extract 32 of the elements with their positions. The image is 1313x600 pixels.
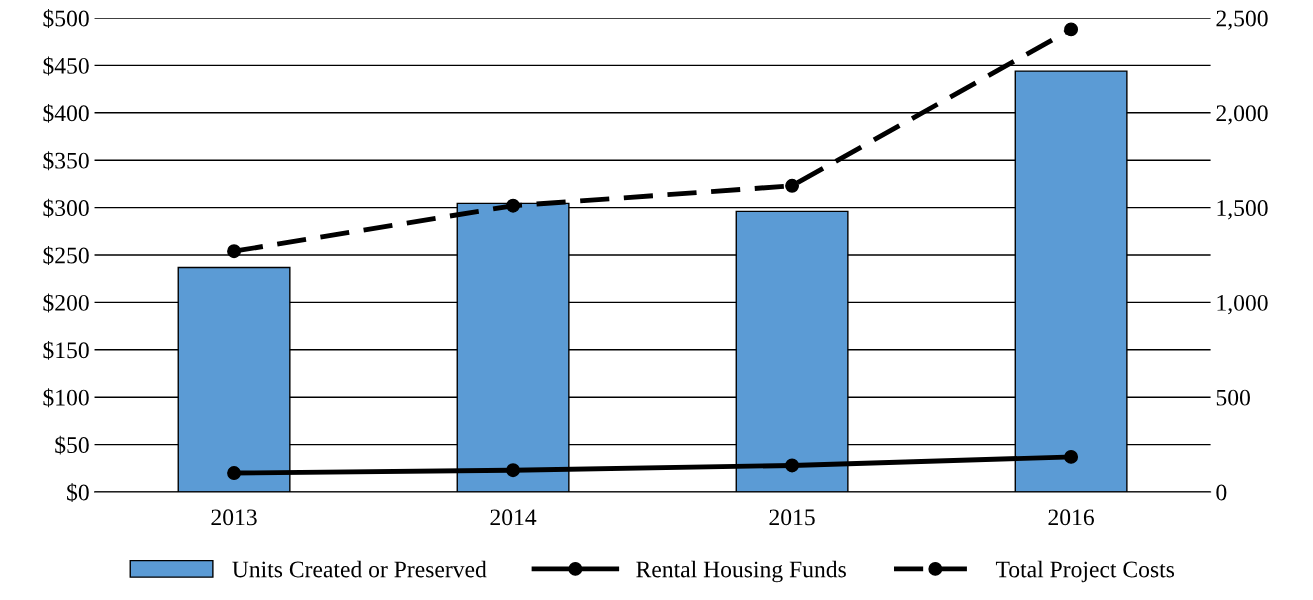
y2-tick-label: 1,000 xyxy=(1217,294,1268,315)
x-tick-label: 2016 xyxy=(1048,509,1094,526)
y-tick-label: $50 xyxy=(55,435,89,455)
legend-label: Rental Housing Funds xyxy=(636,560,846,583)
point xyxy=(506,198,520,213)
y2-tick-label: 1,500 xyxy=(1217,200,1268,220)
point xyxy=(785,458,800,473)
y-tick-label: $300 xyxy=(43,198,89,218)
legend-label: Units Created or Preserved xyxy=(232,560,487,578)
point xyxy=(506,463,520,478)
point xyxy=(1064,22,1079,37)
y-tick-label: $100 xyxy=(43,388,89,408)
x-tick-label: 2014 xyxy=(490,509,537,526)
point xyxy=(227,466,241,480)
y2-tick-label: 2,500 xyxy=(1216,10,1268,30)
y2-tick-label: 500 xyxy=(1216,389,1250,406)
y-tick-label: $200 xyxy=(43,293,89,313)
y-tick-label: $150 xyxy=(43,340,89,360)
y-tick-label: $350 xyxy=(43,151,89,171)
point xyxy=(227,244,241,259)
y2-tick-label: 0 xyxy=(1216,484,1227,501)
y2-tick-label: 2,000 xyxy=(1216,105,1268,125)
point xyxy=(785,178,800,193)
legend-label: Total Project Costs xyxy=(995,560,1175,583)
y-tick-label: $400 xyxy=(43,103,89,123)
x-tick-label: 2015 xyxy=(769,509,815,526)
y-tick-label: $500 xyxy=(43,9,89,28)
y-tick-label: $0 xyxy=(67,483,89,502)
x-tick-label: 2013 xyxy=(211,509,257,526)
y-tick-label: $250 xyxy=(43,246,89,265)
y-tick-label: $450 xyxy=(43,56,89,76)
point xyxy=(1064,449,1079,464)
